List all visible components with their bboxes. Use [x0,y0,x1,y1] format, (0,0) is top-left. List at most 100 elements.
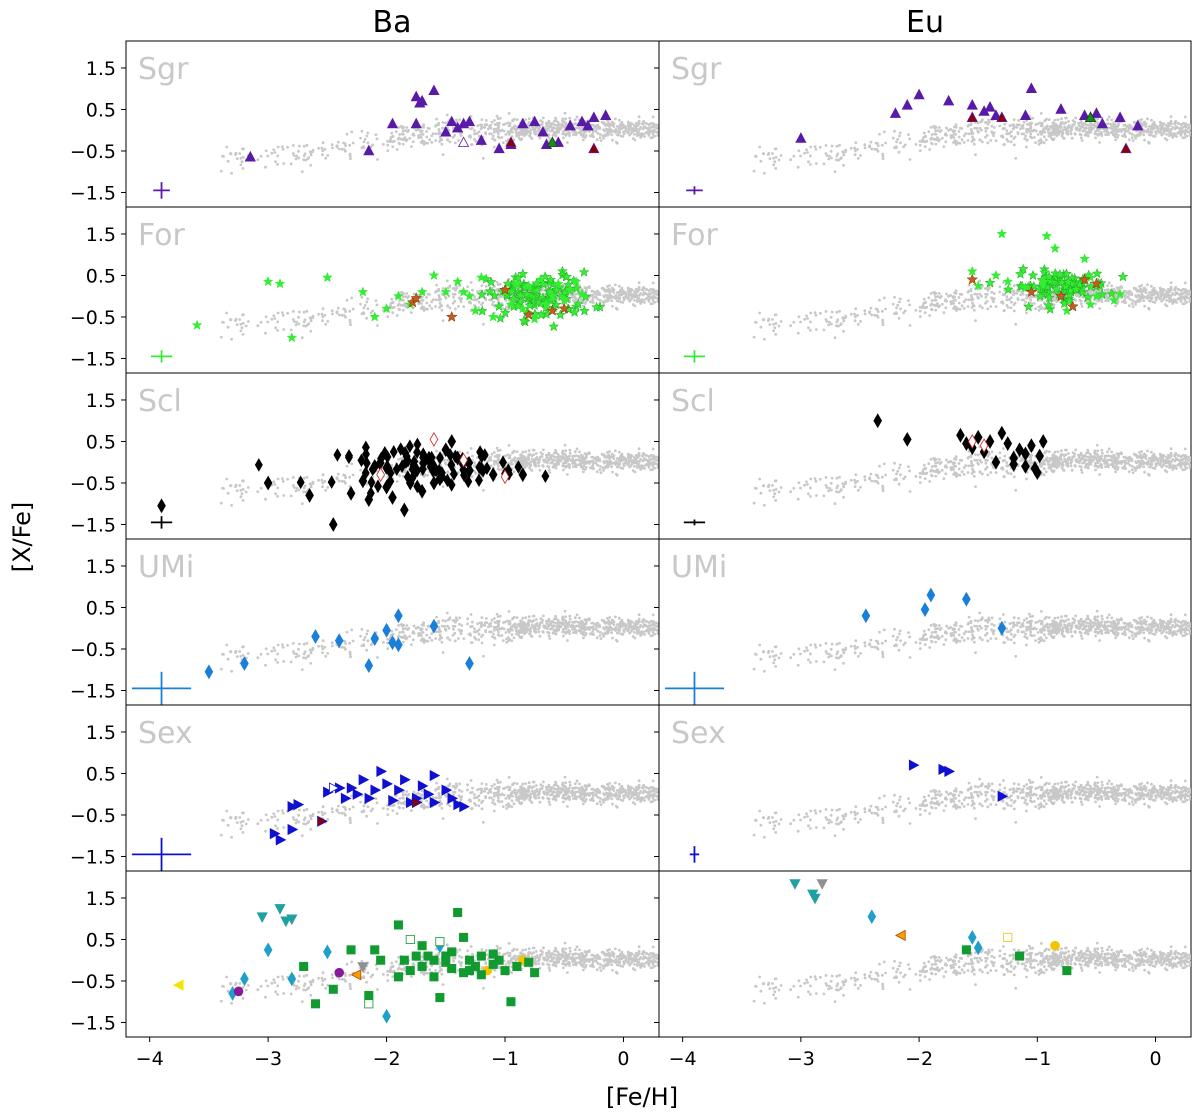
mw-star-point [803,317,806,321]
panel-points [683,228,1191,363]
mw-star-point [1064,121,1068,125]
mw-star-point [594,129,597,133]
mw-star-point [824,318,828,321]
mw-star-point [1147,307,1151,311]
mw-star-point [309,153,313,157]
mw-star-point [583,286,587,290]
mw-star-point [592,467,595,470]
mw-star-point [805,148,808,152]
mw-star-point [1106,284,1109,288]
mw-star-point [359,468,362,472]
mw-star-point [342,473,345,477]
mw-star-point [598,291,601,295]
mw-star-point [934,308,938,312]
for-ba-point [440,286,452,297]
mw-star-point [598,468,602,471]
mw-star-point [1142,286,1146,290]
mw-star-point [303,318,307,322]
mw-star-point [880,309,884,313]
mw-star-point [1150,131,1154,134]
mw-star-point [772,156,775,160]
mw-star-point [969,298,973,302]
mw-star-point [459,298,462,301]
mw-star-point [954,123,958,127]
sgr-ba-point [517,117,529,129]
mw-star-point [649,453,653,457]
mw-star-point [581,467,585,470]
mw-star-point [419,129,423,133]
mw-star-point [580,453,583,457]
mw-star-point [402,292,406,295]
mw-star-point [376,324,379,327]
mw-star-point [1124,301,1127,304]
mw-star-point [1131,471,1135,474]
mw-star-point [420,302,423,305]
mw-star-point [537,464,541,468]
mw-star-point [549,123,552,126]
mw-star-point [591,130,595,133]
mw-star-point [1140,293,1144,297]
for-ba-point [535,273,546,285]
mw-star-point [568,463,571,467]
mw-star-point [875,148,879,151]
mw-star-point [508,456,512,460]
mw-star-point [583,302,587,305]
for-ba-point [499,307,511,318]
mw-star-point [1188,293,1191,297]
mw-star-point [656,466,659,469]
mw-star-point [241,167,245,170]
mw-star-point [349,157,352,161]
mw-star-point [608,293,612,297]
mw-star-point [1110,284,1114,288]
mw-star-point [854,141,858,145]
mw-star-point [298,144,301,148]
mw-star-point [1114,304,1117,308]
for-ba-point [485,276,497,287]
mw-star-point [503,454,507,458]
for-ba-point [547,293,559,304]
mw-star-point [226,491,230,495]
mw-star-point [1169,451,1173,455]
mw-star-point [498,116,502,120]
mw-star-point [1115,286,1119,290]
mw-star-point [571,462,574,465]
mw-star-point [351,141,355,145]
mw-star-point [324,156,328,160]
for-ba-special-point [558,302,571,314]
mw-star-point [627,296,630,300]
mw-star-point [824,310,828,313]
mw-star-point [1161,293,1165,297]
mw-star-point [302,158,306,162]
mw-star-point [1159,130,1162,134]
mw-star-point [610,299,613,303]
mw-star-point [579,133,583,137]
mw-star-point [633,299,636,302]
mw-star-point [1094,136,1097,140]
scl-ba-point [358,473,368,489]
mw-star-point [622,132,626,136]
for-ba-point [484,285,496,296]
mw-star-point [520,137,524,141]
mw-star-point [967,289,971,293]
sgr-ba-point [576,115,588,127]
mw-star-point [388,140,392,144]
mw-star-point [1089,292,1093,295]
mw-star-point [1184,123,1188,127]
mw-star-point [544,453,548,457]
mw-star-point [594,456,598,460]
for-eu-point [1106,287,1118,299]
mw-star-point [1139,287,1143,291]
mw-star-point [410,311,413,314]
mw-star-point [235,323,239,326]
mw-star-point [614,131,617,134]
scl-ba-point [410,454,419,469]
mw-star-point [649,296,652,300]
mw-star-point [1077,121,1080,125]
mw-star-point [953,139,957,143]
mw-star-point [986,307,990,311]
mw-star-point [1030,121,1033,125]
mw-star-point [923,140,927,144]
mw-star-point [643,458,646,461]
mw-star-point [402,126,406,129]
mw-star-point [386,143,390,147]
